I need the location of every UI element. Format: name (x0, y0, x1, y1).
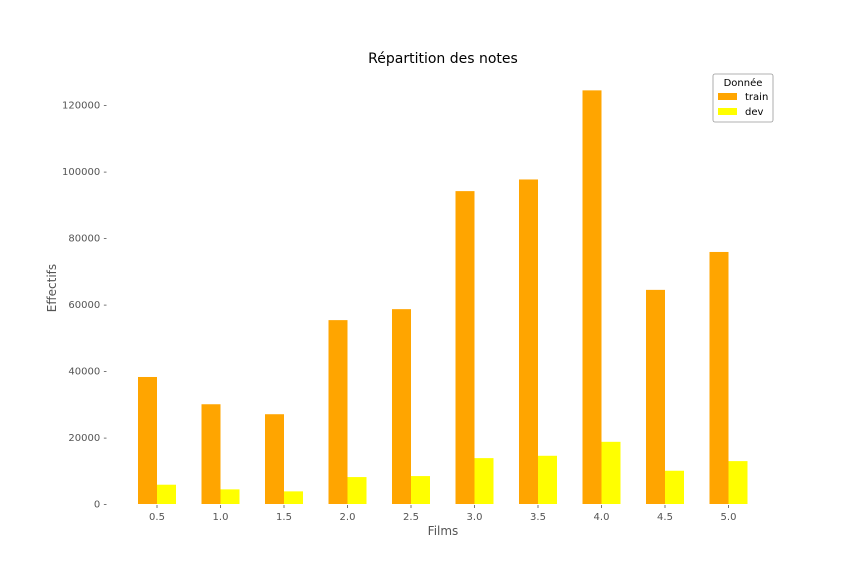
x-tick-label: 3.5 (530, 512, 546, 523)
bar-train-4.0 (582, 90, 602, 505)
bar-train-4.5 (646, 289, 665, 504)
y-tick-label: 0 - (94, 500, 108, 511)
x-tick-label: 3.0 (467, 512, 483, 523)
y-tick-label: 60000 - (68, 300, 107, 311)
x-tick-label: 2.5 (403, 512, 419, 523)
bar-dev-2.0 (347, 477, 367, 504)
bar-dev-2.5 (411, 476, 430, 504)
legend-label-train: train (745, 92, 768, 103)
legend-swatch-dev (718, 108, 737, 115)
bar-dev-0.5 (157, 484, 176, 504)
y-tick-label: 120000 - (62, 101, 107, 112)
bar-dev-4.5 (665, 470, 684, 504)
legend: Donnée train dev (712, 73, 774, 123)
bars (138, 90, 748, 505)
x-tick-label: 0.5 (149, 512, 165, 523)
bar-dev-3.0 (474, 458, 494, 504)
bar-dev-5.0 (728, 461, 748, 504)
y-tick-label: 100000 - (62, 167, 107, 178)
bar-train-1.0 (201, 404, 221, 504)
bar-train-5.0 (709, 251, 729, 504)
bar-dev-3.5 (538, 455, 557, 504)
bar-train-0.5 (138, 376, 157, 504)
y-tick-label: 40000 - (68, 367, 107, 378)
bar-train-2.0 (328, 320, 348, 504)
bar-train-1.5 (265, 414, 284, 504)
x-tick-label: 5.0 (721, 512, 737, 523)
x-tick-label: 1.0 (213, 512, 229, 523)
x-tick-label: 4.5 (657, 512, 673, 523)
bar-dev-4.0 (601, 441, 621, 504)
x-tick-label: 4.0 (594, 512, 610, 523)
x-axis-label: Films (428, 524, 459, 538)
x-tick-label: 1.5 (276, 512, 292, 523)
y-tick-label: 20000 - (68, 433, 107, 444)
chart-title: Répartition des notes (368, 51, 518, 67)
bar-dev-1.5 (284, 491, 303, 504)
legend-label-dev: dev (745, 107, 764, 118)
legend-title: Donnée (724, 77, 763, 89)
bar-dev-1.0 (220, 489, 240, 504)
y-axis-label: Effectifs (45, 264, 59, 312)
y-tick-label: 80000 - (68, 234, 107, 245)
bar-train-3.0 (455, 191, 475, 504)
y-axis: 0 - 20000 - 40000 - 60000 - 80000 - 100000 - 1… (62, 101, 107, 511)
legend-swatch-train (718, 93, 737, 100)
bar-train-2.5 (392, 309, 411, 504)
bar-train-3.5 (519, 179, 538, 505)
x-tick-label: 2.0 (340, 512, 356, 523)
x-axis: 0.5 1.0 1.5 2.0 2.5 3.0 3.5 4.0 4.5 5.0 (149, 505, 736, 523)
